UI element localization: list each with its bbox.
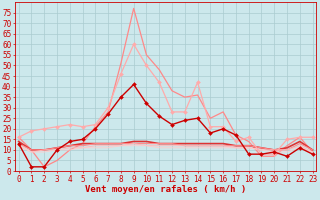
X-axis label: Vent moyen/en rafales ( km/h ): Vent moyen/en rafales ( km/h ) — [85, 185, 246, 194]
